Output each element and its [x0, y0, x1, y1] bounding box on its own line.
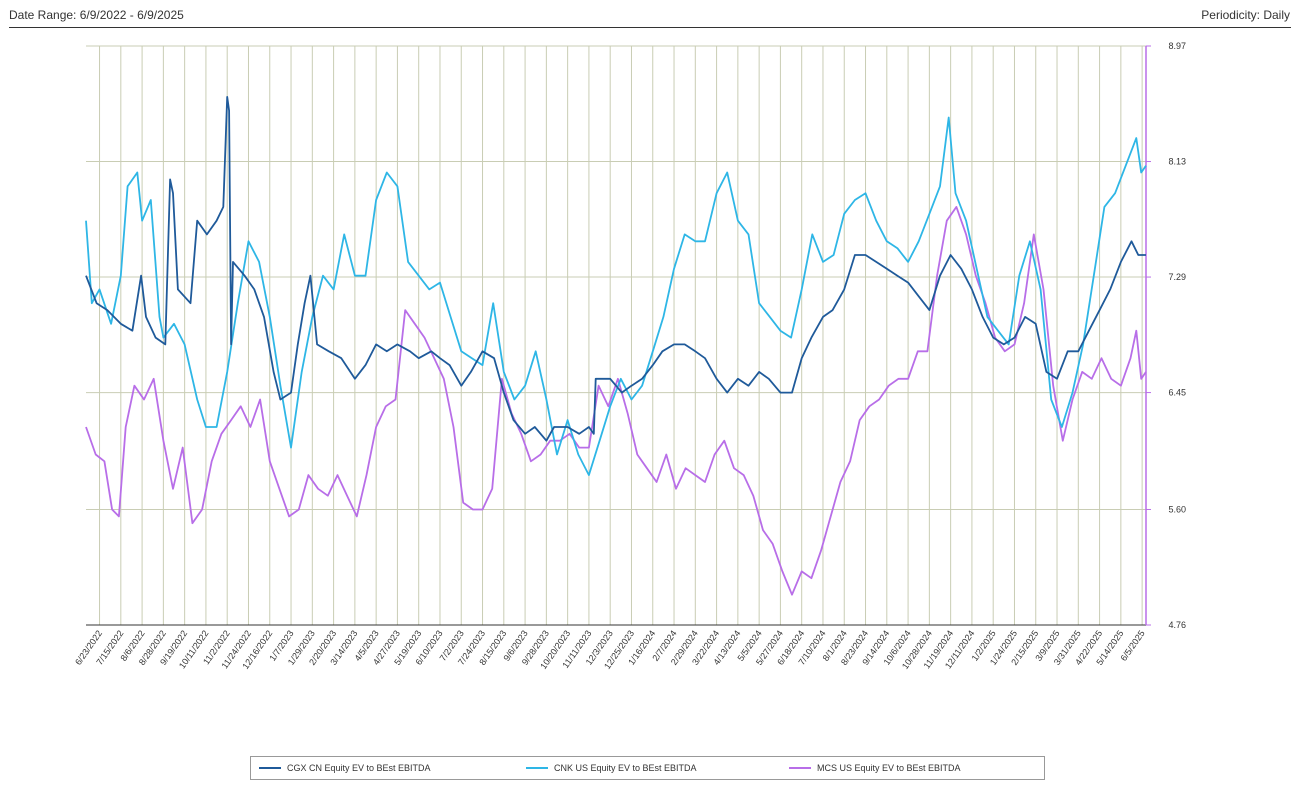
- periodicity-label: Periodicity: Daily: [1201, 8, 1290, 22]
- date-range-label: Date Range: 6/9/2022 - 6/9/2025: [9, 8, 184, 22]
- legend-item-mcs: MCS US Equity EV to BEst EBITDA: [789, 763, 961, 773]
- legend-label-cgx: CGX CN Equity EV to BEst EBITDA: [287, 763, 431, 773]
- y-tick-label: 5.60: [1168, 504, 1186, 514]
- legend-item-cnk: CNK US Equity EV to BEst EBITDA: [526, 763, 697, 773]
- chart-legend: CGX CN Equity EV to BEst EBITDA CNK US E…: [250, 756, 1045, 780]
- y-tick-label: 7.29: [1168, 272, 1186, 282]
- legend-swatch-mcs: [789, 767, 811, 769]
- legend-item-cgx: CGX CN Equity EV to BEst EBITDA: [259, 763, 431, 773]
- legend-label-mcs: MCS US Equity EV to BEst EBITDA: [817, 763, 961, 773]
- series-line-mcs: [85, 206, 1147, 596]
- header-divider: [9, 27, 1291, 28]
- y-tick-label: 8.13: [1168, 157, 1186, 167]
- legend-swatch-cgx: [259, 767, 281, 769]
- line-chart: 6/23/20227/15/20228/6/20228/28/20229/19/…: [73, 41, 1186, 671]
- series-line-cgx: [85, 96, 1146, 442]
- y-tick-label: 8.97: [1168, 41, 1186, 51]
- series-line-cnk: [85, 116, 1147, 476]
- y-tick-label: 6.45: [1168, 388, 1186, 398]
- legend-label-cnk: CNK US Equity EV to BEst EBITDA: [554, 763, 697, 773]
- y-tick-label: 4.76: [1168, 620, 1186, 630]
- legend-swatch-cnk: [526, 767, 548, 769]
